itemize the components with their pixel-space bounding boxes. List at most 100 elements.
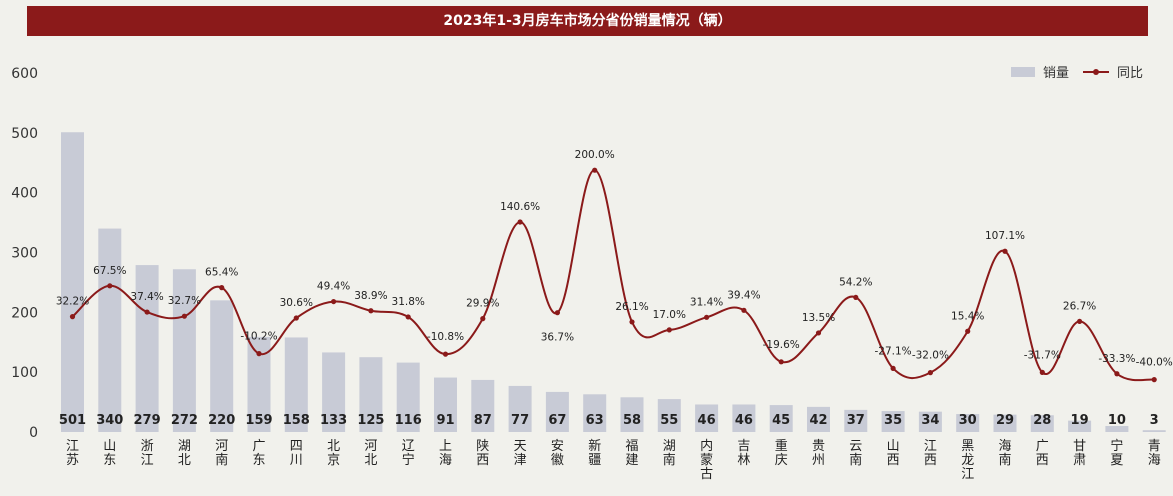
bar-value-label: 279 <box>134 413 161 428</box>
category-label: 浙 <box>141 439 154 454</box>
y-tick-label: 200 <box>11 305 38 321</box>
bar-value-label: 133 <box>320 413 347 428</box>
chart-title: 2023年1-3月房车市场分省份销量情况（辆） <box>27 6 1148 36</box>
bar-value-label: 63 <box>586 413 604 428</box>
bar-value-label: 77 <box>511 413 529 428</box>
yoy-label: 39.4% <box>727 289 760 301</box>
yoy-label: 200.0% <box>575 149 615 161</box>
yoy-point <box>853 294 859 301</box>
bar <box>1105 426 1129 432</box>
bar-value-label: 42 <box>809 413 827 428</box>
bar <box>695 404 719 432</box>
yoy-point <box>741 307 747 313</box>
bar <box>1030 415 1054 432</box>
bar-value-label: 116 <box>395 413 422 428</box>
bar-value-label: 158 <box>283 413 310 428</box>
category-label: 海 <box>1148 453 1161 468</box>
yoy-label: -33.3% <box>1098 353 1135 365</box>
y-tick-label: 100 <box>11 365 38 381</box>
yoy-label: 36.7% <box>541 332 574 344</box>
yoy-label: 15.4% <box>951 310 984 322</box>
bar-value-label: 35 <box>884 413 902 428</box>
yoy-label: 38.9% <box>354 290 387 302</box>
bar-value-label: 125 <box>357 413 384 428</box>
yoy-point <box>815 330 822 336</box>
yoy-label: 29.9% <box>466 298 499 310</box>
yoy-point <box>629 319 635 325</box>
yoy-point <box>890 365 896 371</box>
category-label: 江 <box>924 439 937 454</box>
bar-value-label: 58 <box>623 413 641 428</box>
category-label: 海 <box>439 453 452 468</box>
category-label: 河 <box>364 439 377 454</box>
yoy-point <box>293 315 299 321</box>
bar <box>732 404 756 432</box>
category-label: 疆 <box>588 453 601 468</box>
bar-value-label: 37 <box>847 413 865 428</box>
yoy-label: 30.6% <box>280 297 313 309</box>
chart-legend: 销量 同比 <box>1010 62 1149 81</box>
yoy-point <box>1002 248 1008 254</box>
bar-value-label: 340 <box>96 413 123 428</box>
category-label: 西 <box>476 453 489 468</box>
bar-value-label: 34 <box>921 413 939 428</box>
bar <box>434 377 457 432</box>
bar-value-label: 28 <box>1033 413 1051 428</box>
category-label: 江 <box>66 439 79 454</box>
bar-value-label: 91 <box>436 413 454 428</box>
bar <box>508 385 532 432</box>
yoy-label: 65.4% <box>205 267 238 279</box>
bar-value-label: 159 <box>245 413 272 428</box>
bar-value-label: 272 <box>171 413 198 428</box>
category-label: 龙 <box>961 453 974 468</box>
bar <box>1068 420 1092 432</box>
bar <box>61 132 84 433</box>
bar-value-label: 29 <box>996 413 1014 428</box>
bar-value-label: 67 <box>548 413 566 428</box>
legend-line-swatch <box>1082 68 1109 75</box>
category-label: 东 <box>103 453 116 468</box>
category-label: 西 <box>924 453 937 468</box>
category-label: 海 <box>998 439 1011 454</box>
yoy-label: -10.8% <box>427 331 464 343</box>
yoy-label: 32.2% <box>56 296 89 308</box>
bar-value-label: 46 <box>698 413 716 428</box>
category-label: 山 <box>887 439 900 454</box>
category-label: 四 <box>290 439 303 454</box>
yoy-point <box>442 351 449 357</box>
yoy-label: 54.2% <box>839 276 872 288</box>
bar-value-label: 10 <box>1108 413 1126 428</box>
yoy-point <box>517 219 523 225</box>
bar <box>359 357 383 432</box>
bar <box>284 337 308 432</box>
category-label: 南 <box>215 452 228 468</box>
yoy-point <box>554 310 561 316</box>
bar <box>881 411 905 432</box>
yoy-label: -10.2% <box>240 331 277 343</box>
category-label: 重 <box>775 438 788 454</box>
bar-value-label: 3 <box>1150 413 1159 428</box>
yoy-label: 31.8% <box>392 296 425 308</box>
yoy-label: -27.1% <box>875 345 912 357</box>
category-label: 州 <box>812 453 825 468</box>
category-label: 北 <box>364 453 377 468</box>
category-label: 夏 <box>1110 453 1123 468</box>
category-label: 广 <box>1036 439 1049 454</box>
yoy-label: -19.6% <box>763 339 800 351</box>
category-label: 宁 <box>402 452 415 468</box>
category-label: 福 <box>625 439 638 454</box>
category-label: 贵 <box>812 439 825 454</box>
bar <box>545 391 569 432</box>
category-label: 苏 <box>66 452 79 468</box>
legend-bar-swatch <box>1010 66 1035 77</box>
yoy-label: 13.5% <box>802 312 835 324</box>
category-label: 川 <box>290 453 303 468</box>
category-label: 徽 <box>551 453 564 468</box>
y-tick-label: 400 <box>11 186 38 202</box>
y-tick-label: 300 <box>11 246 38 262</box>
bar-value-label: 87 <box>474 413 492 428</box>
yoy-point <box>927 370 934 376</box>
yoy-point <box>405 314 411 320</box>
bar <box>993 414 1017 432</box>
yoy-point <box>778 359 784 365</box>
